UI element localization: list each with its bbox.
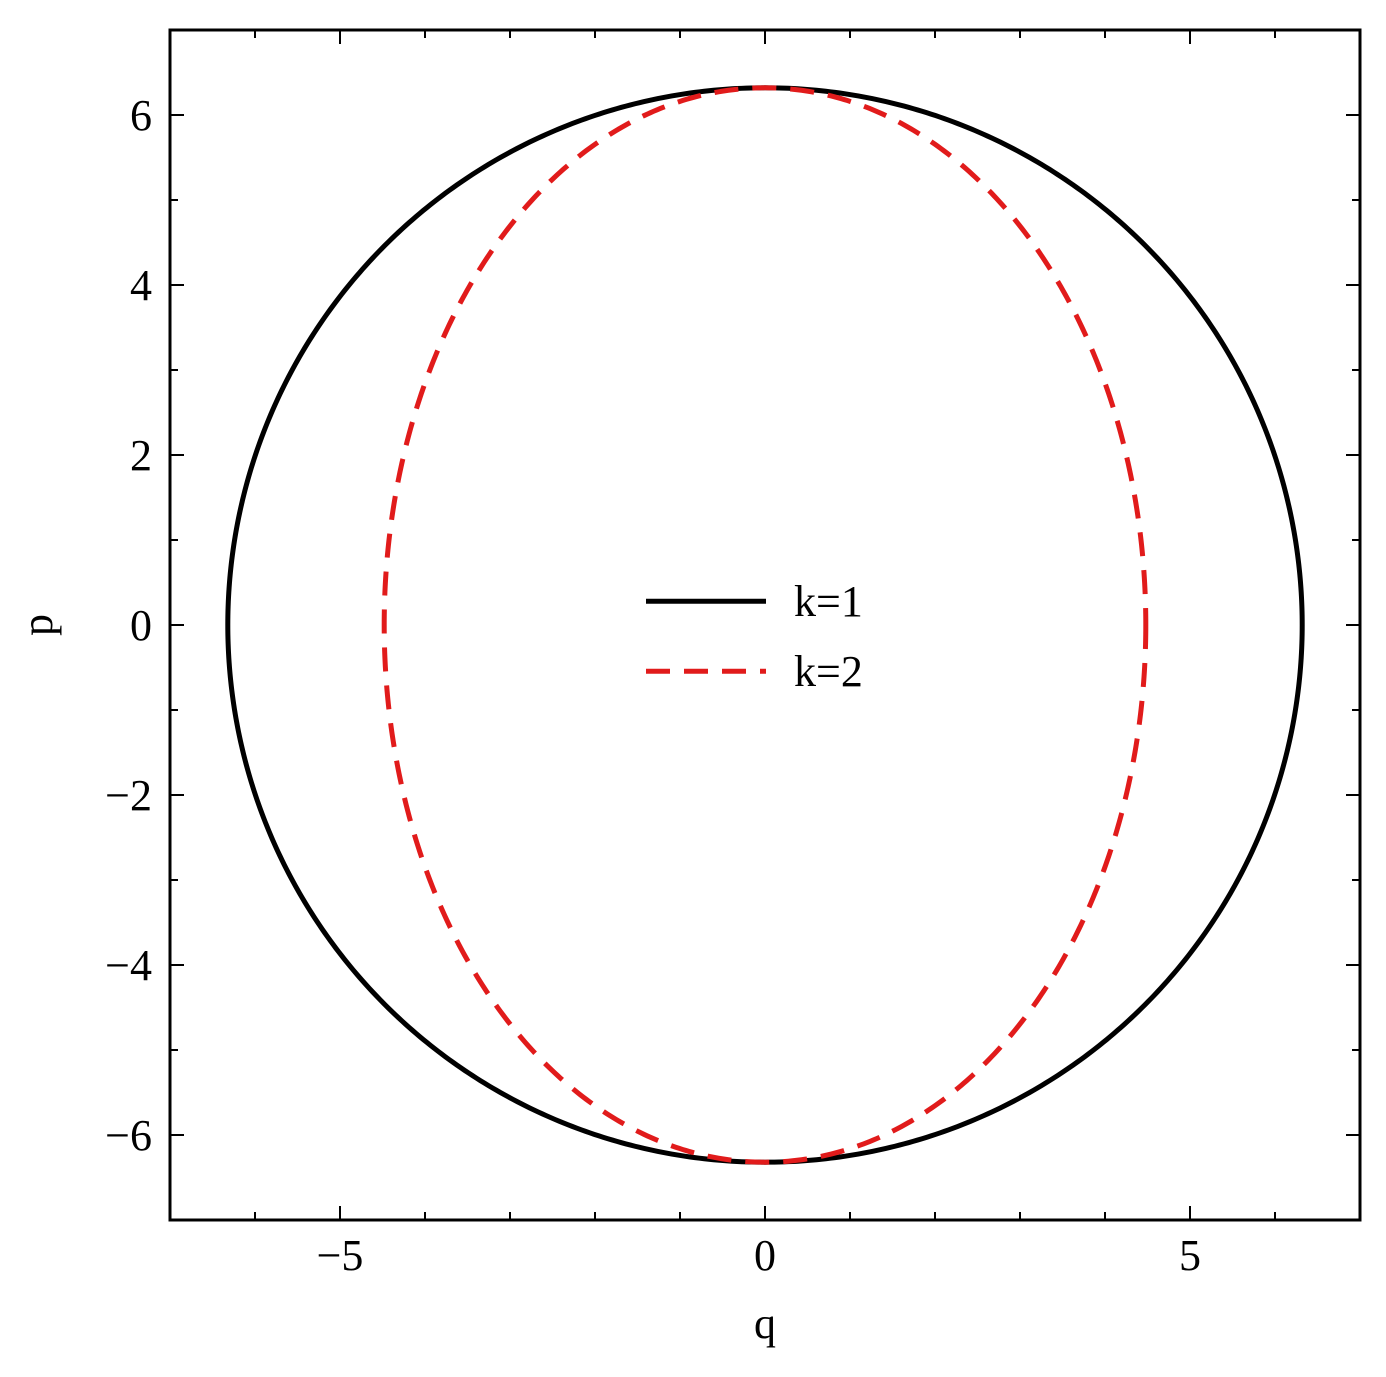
watermark-handle: @hahakity — [1196, 1317, 1357, 1355]
y-tick-label: 6 — [130, 91, 152, 140]
x-tick-label: 5 — [1179, 1231, 1201, 1280]
y-axis-label: p — [13, 614, 62, 636]
phase-space-chart: −5 0 5 −6 −4 −2 0 2 4 6 q p k=1 k=2 知乎 @hahakity — [0, 0, 1386, 1377]
x-tick-label: 0 — [754, 1231, 776, 1280]
y-tick-label: −6 — [105, 1111, 152, 1160]
y-tick-label: 4 — [130, 261, 152, 310]
legend-label: k=2 — [794, 647, 863, 696]
y-tick-label: 0 — [130, 601, 152, 650]
y-tick-label: −2 — [105, 771, 152, 820]
y-tick-label: 2 — [130, 431, 152, 480]
chart-container: −5 0 5 −6 −4 −2 0 2 4 6 q p k=1 k=2 知乎 @hahakity — [0, 0, 1386, 1377]
x-tick-label: −5 — [317, 1231, 364, 1280]
y-tick-label: −4 — [105, 941, 152, 990]
x-axis-label: q — [754, 1299, 776, 1348]
legend-label: k=1 — [794, 577, 863, 626]
watermark-brand: 知乎 — [1116, 1317, 1184, 1355]
